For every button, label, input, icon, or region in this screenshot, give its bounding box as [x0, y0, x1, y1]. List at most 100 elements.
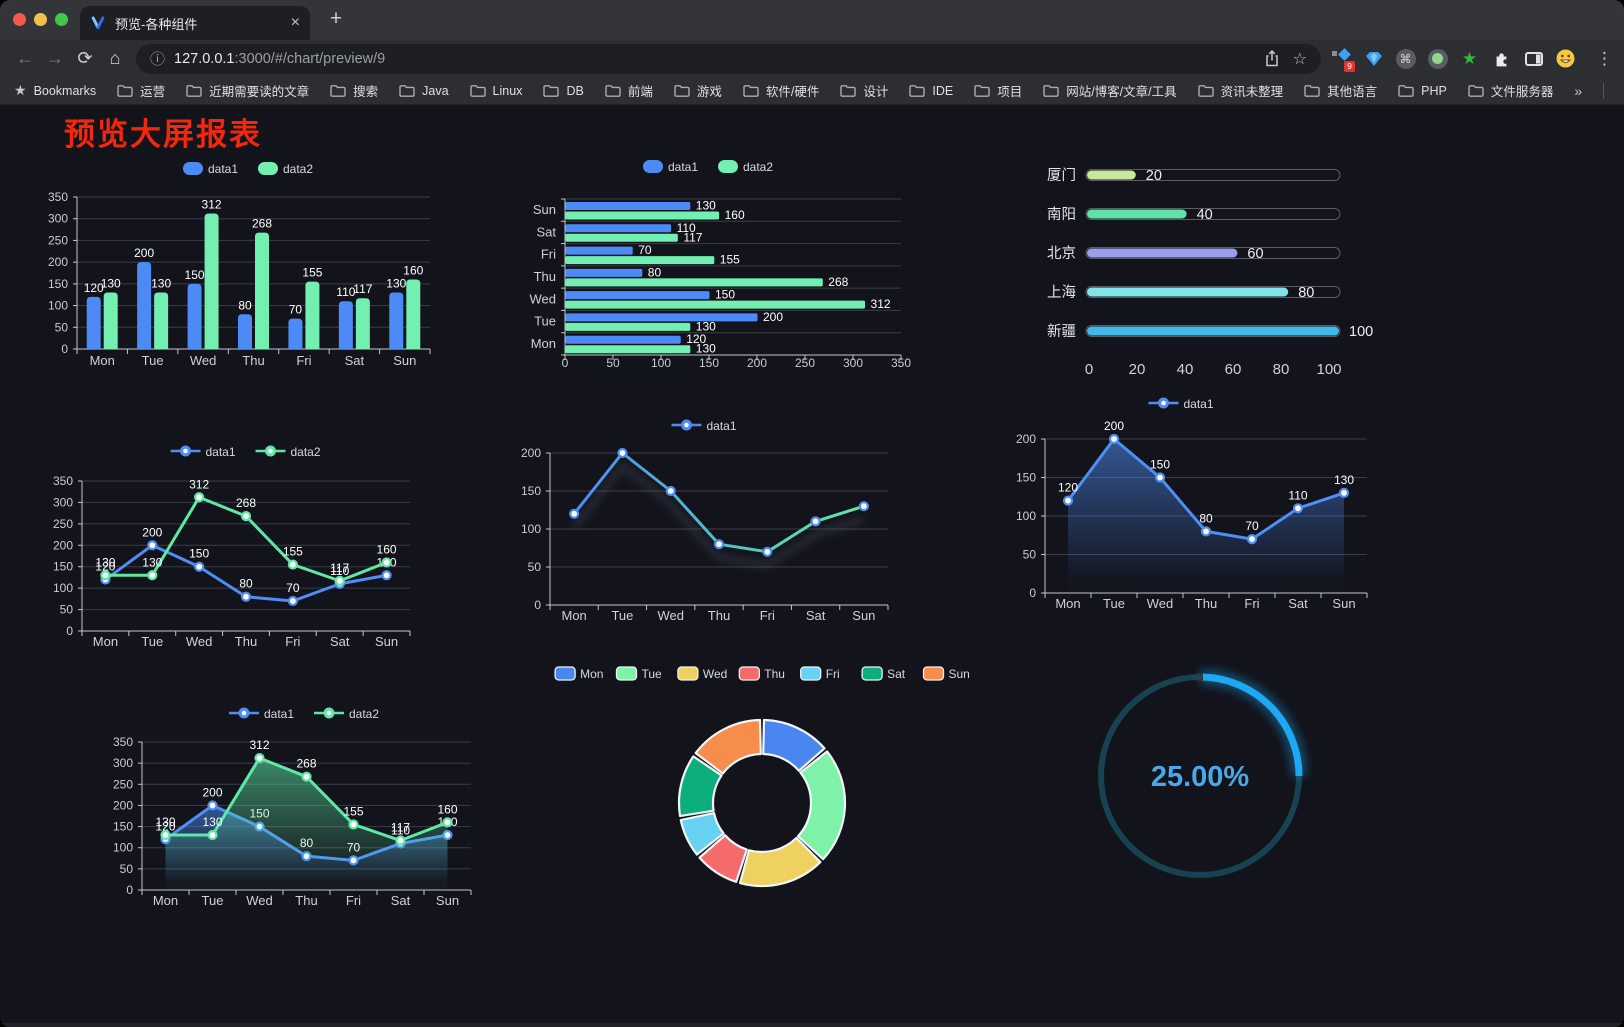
pie-slice-Tue[interactable] [796, 750, 847, 861]
legend-item-data2[interactable]: data2 [314, 707, 379, 721]
legend-item-Thu[interactable]: Thu [738, 666, 785, 681]
bookmark-item[interactable]: Java [399, 84, 449, 98]
bookmark-item[interactable]: PHP [1398, 84, 1447, 98]
maximize-window-button[interactable] [55, 13, 68, 26]
folder-icon [1468, 85, 1484, 97]
extension-command-icon[interactable]: ⌘ [1395, 48, 1416, 69]
bar-Mon-data1 [565, 335, 681, 344]
chart-area-single[interactable]: 0 50 100 150 200 Mon Tue Wed Thu Fri Sat Sun 120 200 1… [990, 390, 1376, 625]
url-bar[interactable]: ⓘ 127.0.0.1:3000/#/chart/preview/9 ☆ [136, 43, 1321, 74]
svg-text:Sun: Sun [1332, 596, 1355, 611]
tab-close-icon[interactable]: × [290, 14, 300, 31]
browser-tab[interactable]: 预览-各种组件 × [80, 6, 310, 40]
svg-text:80: 80 [1273, 361, 1290, 378]
legend-item-Sat[interactable]: Sat [861, 666, 906, 681]
legend-item-data2[interactable]: data2 [718, 160, 773, 174]
pie-slice-Wed[interactable] [738, 836, 822, 888]
pie-slice-Sun[interactable] [694, 718, 762, 775]
legend-item-Wed[interactable]: Wed [677, 666, 727, 681]
legend-item-Sun[interactable]: Sun [922, 666, 970, 681]
chart-bar-horizontal[interactable]: 0 50 100 150 200 250 300 350 Sun 130 160 Sat 110 117 F… [505, 150, 915, 385]
svg-text:Wed: Wed [530, 291, 557, 306]
svg-text:80: 80 [239, 577, 253, 591]
legend-item-data1[interactable]: data1 [229, 707, 294, 721]
home-icon[interactable]: ⌂ [109, 48, 121, 68]
close-window-button[interactable] [13, 13, 26, 26]
extension-record-icon[interactable] [1427, 48, 1448, 69]
svg-text:Tue: Tue [141, 634, 163, 649]
chart-donut[interactable]: Mon Tue Wed Thu Fri Sat Sun [554, 640, 970, 895]
folder-icon [743, 85, 759, 97]
bookmarks-overflow-icon[interactable]: » [1574, 82, 1583, 99]
bookmark-item[interactable]: 网站/博客/文章/工具 [1043, 81, 1177, 100]
bookmark-item[interactable]: 项目 [974, 81, 1022, 100]
series-data1 [569, 447, 869, 557]
legend-item-Tue[interactable]: Tue [615, 666, 663, 681]
bookmark-item[interactable]: 游戏 [674, 81, 722, 100]
bookmark-star-icon[interactable]: ☆ [1292, 50, 1307, 68]
pie-slice-Sat[interactable] [677, 755, 723, 818]
pie-slice-Fri[interactable] [679, 811, 725, 856]
svg-text:117: 117 [391, 821, 410, 835]
svg-text:250: 250 [113, 777, 133, 791]
svg-text:Sun: Sun [533, 202, 556, 217]
svg-text:Wed: Wed [186, 634, 213, 649]
extension-star-icon[interactable]: ★ [1461, 48, 1478, 68]
minimize-window-button[interactable] [34, 13, 47, 26]
folder-icon [1398, 85, 1414, 97]
legend-item-data2[interactable]: data2 [258, 162, 313, 176]
pie-slice-Mon[interactable] [762, 718, 826, 772]
bookmark-item[interactable]: IDE [909, 84, 953, 98]
legend-item-Fri[interactable]: Fri [800, 666, 840, 681]
chart-line-gradient[interactable]: 0 50 100 150 200 Mon Tue Wed Thu Fri Sat Sun data1 [505, 405, 907, 640]
site-info-icon[interactable]: ⓘ [150, 51, 166, 68]
chart-line-two-series[interactable]: 0 50 100 150 200 250 300 350 Mon Tue Wed Thu Fri Sat S… [30, 425, 465, 670]
bookmark-item[interactable]: 搜索 [330, 81, 378, 100]
legend-item-data1[interactable]: data1 [1148, 397, 1214, 411]
chart-bar-grouped[interactable]: 0 50 100 150 200 250 300 350 Mon Tue Wed Thu Fri Sat S… [30, 140, 470, 385]
bookmark-item[interactable]: 前端 [605, 81, 653, 100]
bookmark-item[interactable]: 设计 [840, 81, 888, 100]
new-tab-button[interactable]: + [329, 7, 343, 30]
chart-area-two-series[interactable]: 0 50 100 150 200 250 300 350 Mon Tue Wed Thu Fri Sat S… [95, 670, 517, 925]
bookmark-item[interactable]: 近期需要读的文章 [186, 81, 309, 100]
bookmark-item[interactable]: DB [543, 84, 584, 98]
extension-diamond-icon[interactable]: 9 [1331, 48, 1355, 72]
share-icon[interactable] [1265, 50, 1279, 67]
bookmark-item[interactable]: 资讯未整理 [1197, 81, 1283, 100]
chart-progress-bars[interactable]: 厦门 20 南阳 40 北京 60 上海 80 新疆 100 0 20 40 60 80 100 [1000, 155, 1380, 390]
svg-text:data1: data1 [206, 445, 236, 459]
legend-item-data1[interactable]: data1 [643, 160, 698, 174]
legend-item-data2[interactable]: data2 [255, 445, 321, 459]
svg-text:南阳: 南阳 [1047, 206, 1076, 223]
reload-icon[interactable]: ⟳ [77, 48, 93, 68]
svg-text:0: 0 [1029, 586, 1036, 600]
bookmark-item[interactable]: 文件服务器 [1468, 81, 1553, 100]
extension-gem-icon[interactable] [1363, 48, 1384, 69]
bookmark-item[interactable]: 运营 [117, 81, 165, 100]
bookmarks-root[interactable]: ★ Bookmarks [14, 82, 97, 98]
bookmark-item[interactable]: 软件/硬件 [743, 81, 819, 100]
pie-slice-Thu[interactable] [698, 834, 748, 883]
legend-item-Mon[interactable]: Mon [554, 666, 603, 681]
bookmark-item[interactable]: Linux [469, 84, 522, 98]
legend-item-data1[interactable]: data1 [183, 162, 238, 176]
svg-text:268: 268 [828, 275, 848, 289]
svg-text:100: 100 [113, 841, 133, 855]
browser-menu-icon[interactable]: ⋮ [1596, 48, 1613, 68]
extensions-puzzle-icon[interactable] [1491, 48, 1512, 69]
forward-icon[interactable]: → [46, 48, 64, 68]
chart-gauge[interactable]: 25.00% [1090, 666, 1310, 891]
svg-text:250: 250 [53, 517, 73, 531]
extension-emoji-icon[interactable] [1555, 48, 1576, 69]
svg-text:130: 130 [1334, 473, 1354, 487]
legend-item-data1[interactable]: data1 [170, 445, 236, 459]
folder-icon [605, 85, 621, 97]
back-icon[interactable]: ← [16, 48, 34, 68]
bookmark-item[interactable]: 其他语言 [1304, 81, 1377, 100]
bar-Thu-data1 [565, 268, 643, 277]
sidebar-toggle-icon[interactable] [1523, 48, 1544, 69]
legend-item-data1[interactable]: data1 [671, 419, 737, 433]
svg-text:Fri: Fri [826, 667, 840, 681]
